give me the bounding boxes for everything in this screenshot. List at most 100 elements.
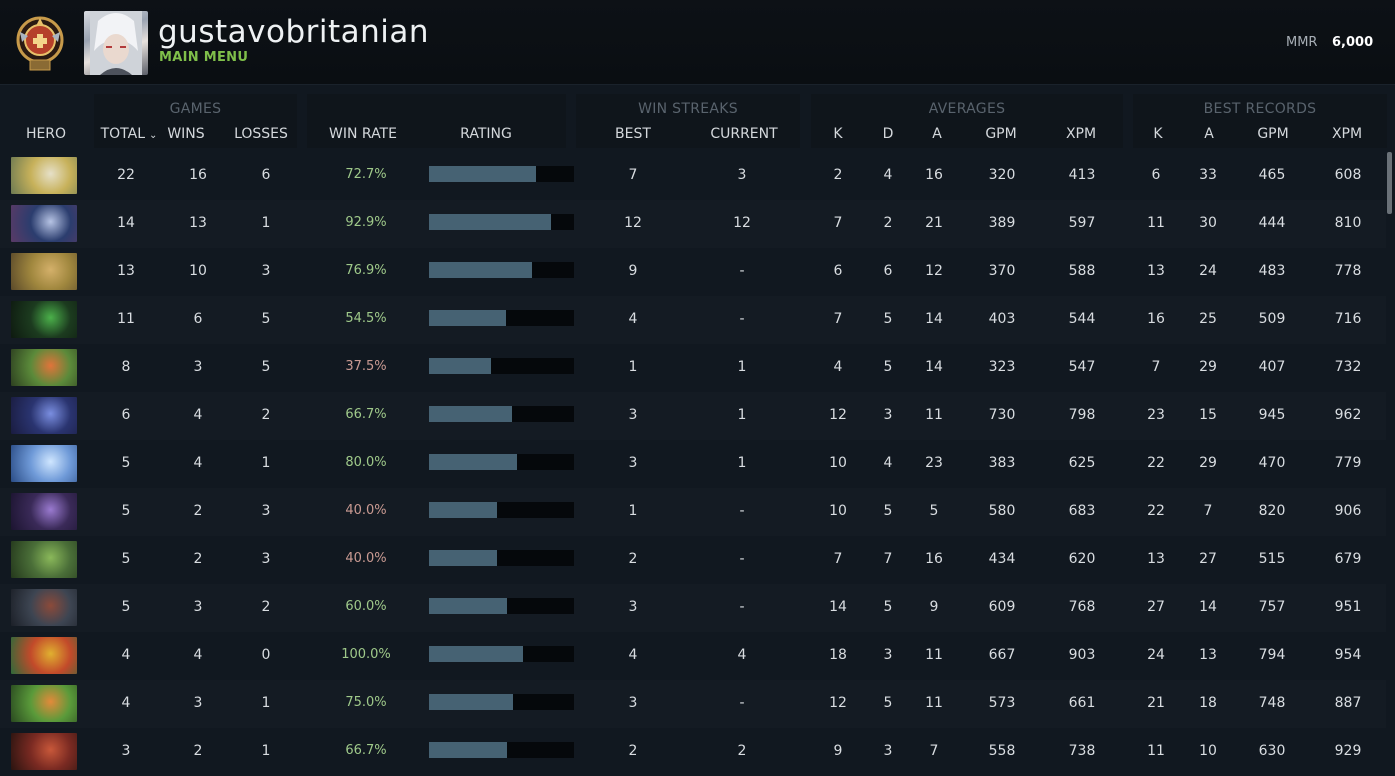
cell-k: 7 bbox=[833, 215, 843, 231]
col-total[interactable]: TOTAL ⌄ bbox=[96, 126, 162, 142]
cell-total: 11 bbox=[117, 311, 135, 327]
col-wins[interactable]: WINS bbox=[167, 126, 205, 142]
table-row[interactable]: 5 2 3 40.0% 2 - 7 7 16 434 620 13 27 515 679 bbox=[0, 536, 1386, 584]
cell-total: 5 bbox=[121, 551, 131, 567]
cell-xpm: 597 bbox=[1068, 215, 1096, 231]
avatar[interactable] bbox=[84, 11, 148, 75]
cell-bk: 22 bbox=[1147, 503, 1165, 519]
cell-total: 14 bbox=[117, 215, 135, 231]
hero-portrait-lina[interactable] bbox=[11, 685, 77, 722]
cell-current: 1 bbox=[737, 455, 747, 471]
cell-bk: 23 bbox=[1147, 407, 1165, 423]
hero-portrait-bounty[interactable] bbox=[11, 253, 77, 290]
table-row[interactable]: 4 3 1 75.0% 3 - 12 5 11 573 661 21 18 748 887 bbox=[0, 680, 1386, 728]
hero-portrait-rubick[interactable] bbox=[11, 301, 77, 338]
cell-bxpm: 887 bbox=[1334, 695, 1362, 711]
cell-bgpm: 465 bbox=[1258, 167, 1286, 183]
hero-portrait-faceless-void[interactable] bbox=[11, 493, 77, 530]
cell-k: 18 bbox=[829, 647, 847, 663]
col-win-rate[interactable]: WIN RATE bbox=[329, 126, 397, 142]
col-best-a[interactable]: A bbox=[1204, 126, 1214, 142]
cell-d: 5 bbox=[883, 599, 893, 615]
hero-portrait-tiny[interactable] bbox=[11, 541, 77, 578]
col-total-label: TOTAL bbox=[100, 126, 146, 142]
hero-portrait-crystal-maiden[interactable] bbox=[11, 445, 77, 482]
main-menu-link[interactable]: MAIN MENU bbox=[159, 50, 249, 65]
table-row[interactable]: 5 2 3 40.0% 1 - 10 5 5 580 683 22 7 820 906 bbox=[0, 488, 1386, 536]
col-current-streak[interactable]: CURRENT bbox=[710, 126, 778, 142]
hero-portrait-luna[interactable] bbox=[11, 397, 77, 434]
cell-k: 10 bbox=[829, 503, 847, 519]
group-title-averages: AVERAGES bbox=[928, 101, 1006, 117]
table-row[interactable]: 11 6 5 54.5% 4 - 7 5 14 403 544 16 25 509 716 bbox=[0, 296, 1386, 344]
table-row[interactable]: 22 16 6 72.7% 7 3 2 4 16 320 413 6 33 465 608 bbox=[0, 152, 1386, 200]
cell-ba: 7 bbox=[1203, 503, 1213, 519]
cell-current: - bbox=[739, 551, 745, 567]
col-best-streak[interactable]: BEST bbox=[615, 126, 651, 142]
col-avg-gpm[interactable]: GPM bbox=[985, 126, 1017, 142]
cell-current: - bbox=[739, 695, 745, 711]
cell-a: 12 bbox=[925, 263, 943, 279]
rating-bar-fill bbox=[429, 262, 532, 278]
col-best-gpm[interactable]: GPM bbox=[1257, 126, 1289, 142]
cell-ba: 33 bbox=[1199, 167, 1217, 183]
cell-best: 4 bbox=[628, 311, 638, 327]
cell-losses: 5 bbox=[261, 311, 271, 327]
cell-d: 5 bbox=[883, 503, 893, 519]
cell-k: 14 bbox=[829, 599, 847, 615]
col-losses[interactable]: LOSSES bbox=[234, 126, 288, 142]
cell-win-rate: 66.7% bbox=[345, 407, 387, 422]
hero-portrait-mirana[interactable] bbox=[11, 205, 77, 242]
cell-k: 2 bbox=[833, 167, 843, 183]
col-avg-d[interactable]: D bbox=[882, 126, 894, 142]
cell-bgpm: 757 bbox=[1258, 599, 1286, 615]
table-row[interactable]: 14 13 1 92.9% 12 12 7 2 21 389 597 11 30 444 810 bbox=[0, 200, 1386, 248]
best-records-group-bg bbox=[1133, 94, 1387, 148]
profile-header: gustavobritanian MAIN MENU MMR 6,000 bbox=[0, 0, 1395, 85]
cell-ba: 29 bbox=[1199, 455, 1217, 471]
cell-wins: 13 bbox=[189, 215, 207, 231]
table-row[interactable]: 4 4 0 100.0% 4 4 18 3 11 667 903 24 13 794 954 bbox=[0, 632, 1386, 680]
hero-portrait-ursa[interactable] bbox=[11, 589, 77, 626]
streaks-group-bg bbox=[576, 94, 800, 148]
cell-a: 11 bbox=[925, 407, 943, 423]
rating-bar bbox=[429, 742, 574, 758]
col-best-xpm[interactable]: XPM bbox=[1331, 126, 1363, 142]
cell-best: 3 bbox=[628, 455, 638, 471]
cell-win-rate: 66.7% bbox=[345, 743, 387, 758]
col-hero[interactable]: HERO bbox=[25, 126, 67, 142]
winrate-group-bg bbox=[307, 94, 566, 148]
col-best-k[interactable]: K bbox=[1153, 126, 1163, 142]
cell-ba: 27 bbox=[1199, 551, 1217, 567]
cell-win-rate: 37.5% bbox=[345, 359, 387, 374]
rank-medal-icon[interactable] bbox=[14, 10, 66, 74]
col-avg-xpm[interactable]: XPM bbox=[1065, 126, 1097, 142]
table-row[interactable]: 5 3 2 60.0% 3 - 14 5 9 609 768 27 14 757 951 bbox=[0, 584, 1386, 632]
cell-win-rate: 54.5% bbox=[345, 311, 387, 326]
col-rating[interactable]: RATING bbox=[460, 126, 512, 142]
rating-bar bbox=[429, 598, 574, 614]
table-row[interactable]: 13 10 3 76.9% 9 - 6 6 12 370 588 13 24 483 778 bbox=[0, 248, 1386, 296]
hero-portrait-techies[interactable] bbox=[11, 637, 77, 674]
cell-bgpm: 470 bbox=[1258, 455, 1286, 471]
col-avg-a[interactable]: A bbox=[932, 126, 942, 142]
rating-bar bbox=[429, 646, 574, 662]
hero-portrait-axe[interactable] bbox=[11, 733, 77, 770]
table-row[interactable]: 8 3 5 37.5% 1 1 4 5 14 323 547 7 29 407 732 bbox=[0, 344, 1386, 392]
cell-total: 4 bbox=[121, 695, 131, 711]
table-row[interactable]: 5 4 1 80.0% 3 1 10 4 23 383 625 22 29 470 779 bbox=[0, 440, 1386, 488]
cell-wins: 2 bbox=[193, 551, 203, 567]
table-row[interactable]: 3 2 1 66.7% 2 2 9 3 7 558 738 11 10 630 929 bbox=[0, 728, 1386, 776]
col-avg-k[interactable]: K bbox=[833, 126, 843, 142]
rating-bar bbox=[429, 454, 574, 470]
cell-bxpm: 962 bbox=[1334, 407, 1362, 423]
rating-bar-fill bbox=[429, 598, 507, 614]
table-row[interactable]: 6 4 2 66.7% 3 1 12 3 11 730 798 23 15 945 962 bbox=[0, 392, 1386, 440]
cell-bgpm: 794 bbox=[1258, 647, 1286, 663]
hero-portrait-windranger[interactable] bbox=[11, 349, 77, 386]
cell-best: 3 bbox=[628, 599, 638, 615]
hero-portrait-skywrath[interactable] bbox=[11, 157, 77, 194]
cell-d: 6 bbox=[883, 263, 893, 279]
cell-bgpm: 509 bbox=[1258, 311, 1286, 327]
scrollbar-thumb[interactable] bbox=[1387, 152, 1392, 214]
